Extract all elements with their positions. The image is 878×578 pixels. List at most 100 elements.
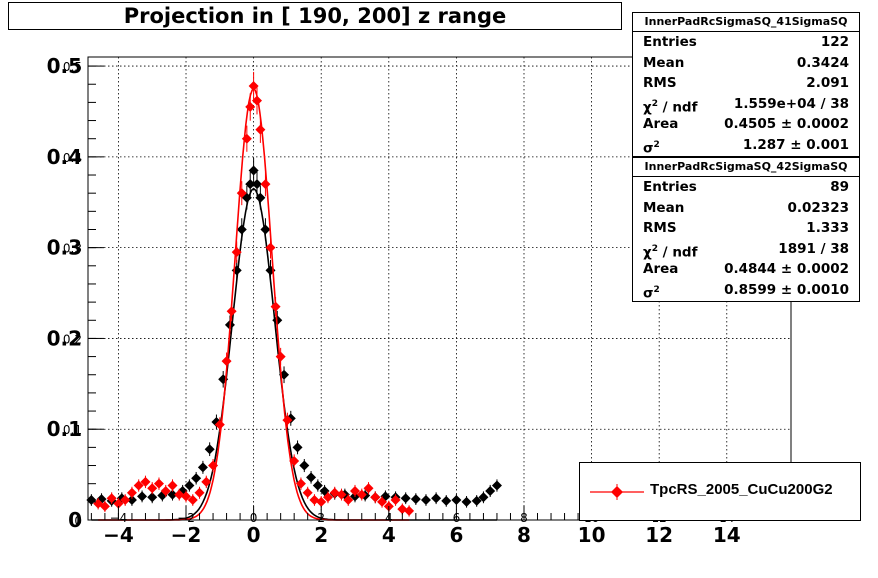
fit-curve (91, 187, 497, 521)
stats-row-value: 1.559e+04 / 38 (733, 95, 849, 112)
data-point (441, 495, 452, 506)
stats-row: χ2 / ndf 1891 / 38 (633, 239, 859, 263)
x-tick-label: 4 (382, 523, 396, 547)
data-point (363, 483, 374, 494)
data-point (410, 494, 421, 505)
stats-row-label: Mean (643, 54, 685, 71)
stats-row: Entries 122 (633, 32, 859, 53)
stats-rows: Entries 122 Mean 0.3424 RMS 2.091 χ2 / ndf 1.55… (633, 32, 859, 156)
data-point (431, 493, 442, 504)
stats-box-41: InnerPadRcSigmaSQ_41SigmaSQ Entries 122 Me… (632, 12, 860, 157)
data-point (204, 444, 215, 455)
stats-row-label: Area (643, 261, 679, 278)
data-point (485, 485, 496, 496)
stats-row-value: 1891 / 38 (778, 240, 849, 257)
stats-row-value: 0.3424 (796, 54, 849, 71)
y-tick-overlay-label: 0.4 (63, 151, 82, 165)
x-tick-overlay-label: −4 (110, 511, 128, 525)
data-point (231, 247, 242, 258)
data-point (316, 496, 327, 507)
series-1 (93, 71, 415, 521)
y-tick-label: 0.2 (47, 326, 82, 350)
data-point (478, 492, 489, 503)
plot-title: Projection in [ 190, 200] z range (8, 2, 622, 30)
data-point (312, 480, 323, 491)
data-point (126, 487, 137, 498)
x-tick-label: 0 (247, 523, 261, 547)
stats-row-value: 2.091 (806, 75, 849, 92)
data-point (214, 419, 225, 430)
y-tick-label: 0.1 (47, 417, 82, 441)
stats-row: RMS 1.333 (633, 218, 859, 239)
stats-row: χ2 / ndf 1.559e+04 / 38 (633, 94, 859, 116)
stats-row-value: 89 (830, 179, 849, 195)
data-point (137, 491, 148, 502)
stats-row-label: σ2 (643, 280, 660, 304)
x-tick-label: 2 (314, 523, 328, 547)
data-point (275, 351, 286, 362)
data-point (187, 495, 198, 506)
data-point (292, 442, 303, 453)
data-point (106, 493, 117, 504)
legend: TpcRS_2005_CuCu200G2 (579, 462, 861, 521)
data-point (153, 478, 164, 489)
data-point (236, 188, 247, 199)
data-point (194, 487, 205, 498)
x-tick-overlay-label: 2 (317, 511, 325, 525)
data-point (241, 133, 252, 144)
stats-row: RMS 2.091 (633, 73, 859, 94)
data-point (404, 505, 415, 516)
stats-row-value: 122 (820, 34, 849, 50)
data-point (451, 495, 462, 506)
data-point (260, 179, 271, 190)
stats-row: Mean 0.02323 (633, 198, 859, 219)
data-point (282, 415, 293, 426)
y-tick-overlay-label: 0.1 (63, 423, 82, 437)
data-point (400, 493, 411, 504)
data-point (208, 460, 219, 471)
stats-row-label: σ2 (643, 135, 660, 159)
data-point (181, 491, 192, 502)
data-point (160, 485, 171, 496)
stats-row: Entries 89 (633, 177, 859, 198)
stats-row-label: RMS (643, 220, 677, 237)
data-point (201, 476, 212, 487)
stats-row-superscript: 2 (651, 243, 658, 254)
data-point (255, 192, 266, 203)
data-point (289, 455, 300, 466)
x-tick-label: 8 (517, 523, 531, 547)
data-point (420, 495, 431, 506)
stats-row-label: Area (643, 116, 679, 133)
data-point (226, 306, 237, 317)
data-point (167, 489, 178, 500)
stats-row-value: 1.287 ± 0.001 (742, 136, 849, 153)
data-point (126, 495, 137, 506)
data-point (322, 492, 333, 503)
data-point (184, 480, 195, 491)
stats-row-symbol: σ (643, 285, 654, 302)
stats-row: Area 0.4844 ± 0.0002 (633, 259, 859, 280)
data-point (251, 95, 262, 106)
stats-row-suffix: / ndf (657, 244, 698, 261)
y-tick-label: 0.4 (47, 145, 82, 169)
stats-row: σ2 1.287 ± 0.001 (633, 135, 859, 159)
y-tick-label: 0 (68, 508, 82, 532)
y-tick-overlay-label: 0.2 (63, 332, 82, 346)
stats-row-label: RMS (643, 75, 677, 92)
y-tick-overlay-label: 0.3 (63, 242, 82, 256)
data-point (336, 489, 347, 500)
data-point (270, 301, 281, 312)
stats-row-label: χ2 / ndf (643, 239, 697, 263)
data-point (350, 485, 361, 496)
stats-box-name: InnerPadRcSigmaSQ_41SigmaSQ (633, 13, 859, 32)
stats-row-symbol: σ (643, 140, 654, 157)
legend-diamond-icon (611, 486, 623, 498)
data-point (491, 480, 502, 491)
stats-row-value: 0.8599 ± 0.0010 (724, 281, 849, 298)
stats-row-label: Entries (643, 179, 697, 195)
data-point (306, 472, 317, 483)
stats-row-value: 0.4505 ± 0.0002 (724, 116, 849, 133)
data-point (147, 492, 158, 503)
data-point (471, 495, 482, 506)
